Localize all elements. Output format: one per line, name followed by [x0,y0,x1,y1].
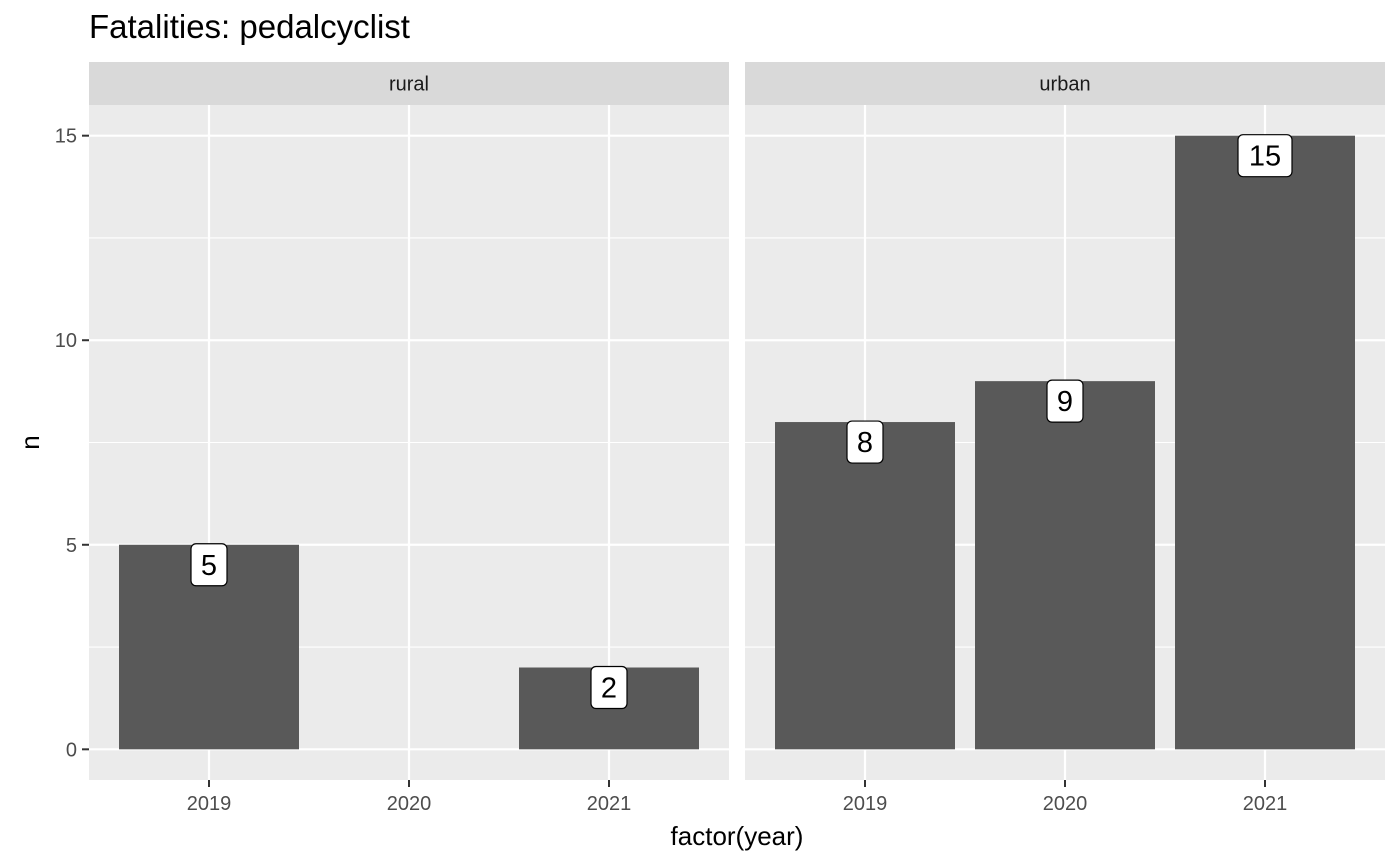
x-tick-label: 2019 [843,793,888,815]
facet-label-rural: rural [389,74,429,96]
data-label-box [1046,379,1084,423]
x-axis-title: factor(year) [671,821,804,851]
x-tick-label: 2019 [187,793,232,815]
data-label: 9 [1057,386,1073,418]
data-label: 2 [601,673,617,705]
y-axis-title: n [15,435,45,449]
y-tick-label: 5 [66,535,77,557]
chart-title: Fatalities: pedalcyclist [89,8,410,45]
facet-label-urban: urban [1039,74,1090,96]
bar-urban-2019 [775,422,955,750]
data-label-box [590,665,628,710]
data-label: 5 [201,550,217,582]
facet-strip-rural [89,62,729,105]
y-tick-label: 10 [55,330,77,352]
x-tick-label: 2021 [587,793,632,815]
x-tick-label: 2020 [387,793,432,815]
data-label-box [1237,134,1293,178]
x-tick-label: 2020 [1043,793,1088,815]
facet-strip-urban [745,62,1385,105]
y-tick-label: 15 [55,126,77,148]
y-tick-label: 0 [66,739,77,761]
data-label: 15 [1249,141,1281,173]
bar-urban-2021 [1175,135,1355,750]
data-label: 8 [857,427,873,459]
x-tick-label: 2021 [1243,793,1288,815]
bar-urban-2020 [975,381,1155,750]
data-label-box [190,543,228,587]
data-label-box [846,420,884,464]
